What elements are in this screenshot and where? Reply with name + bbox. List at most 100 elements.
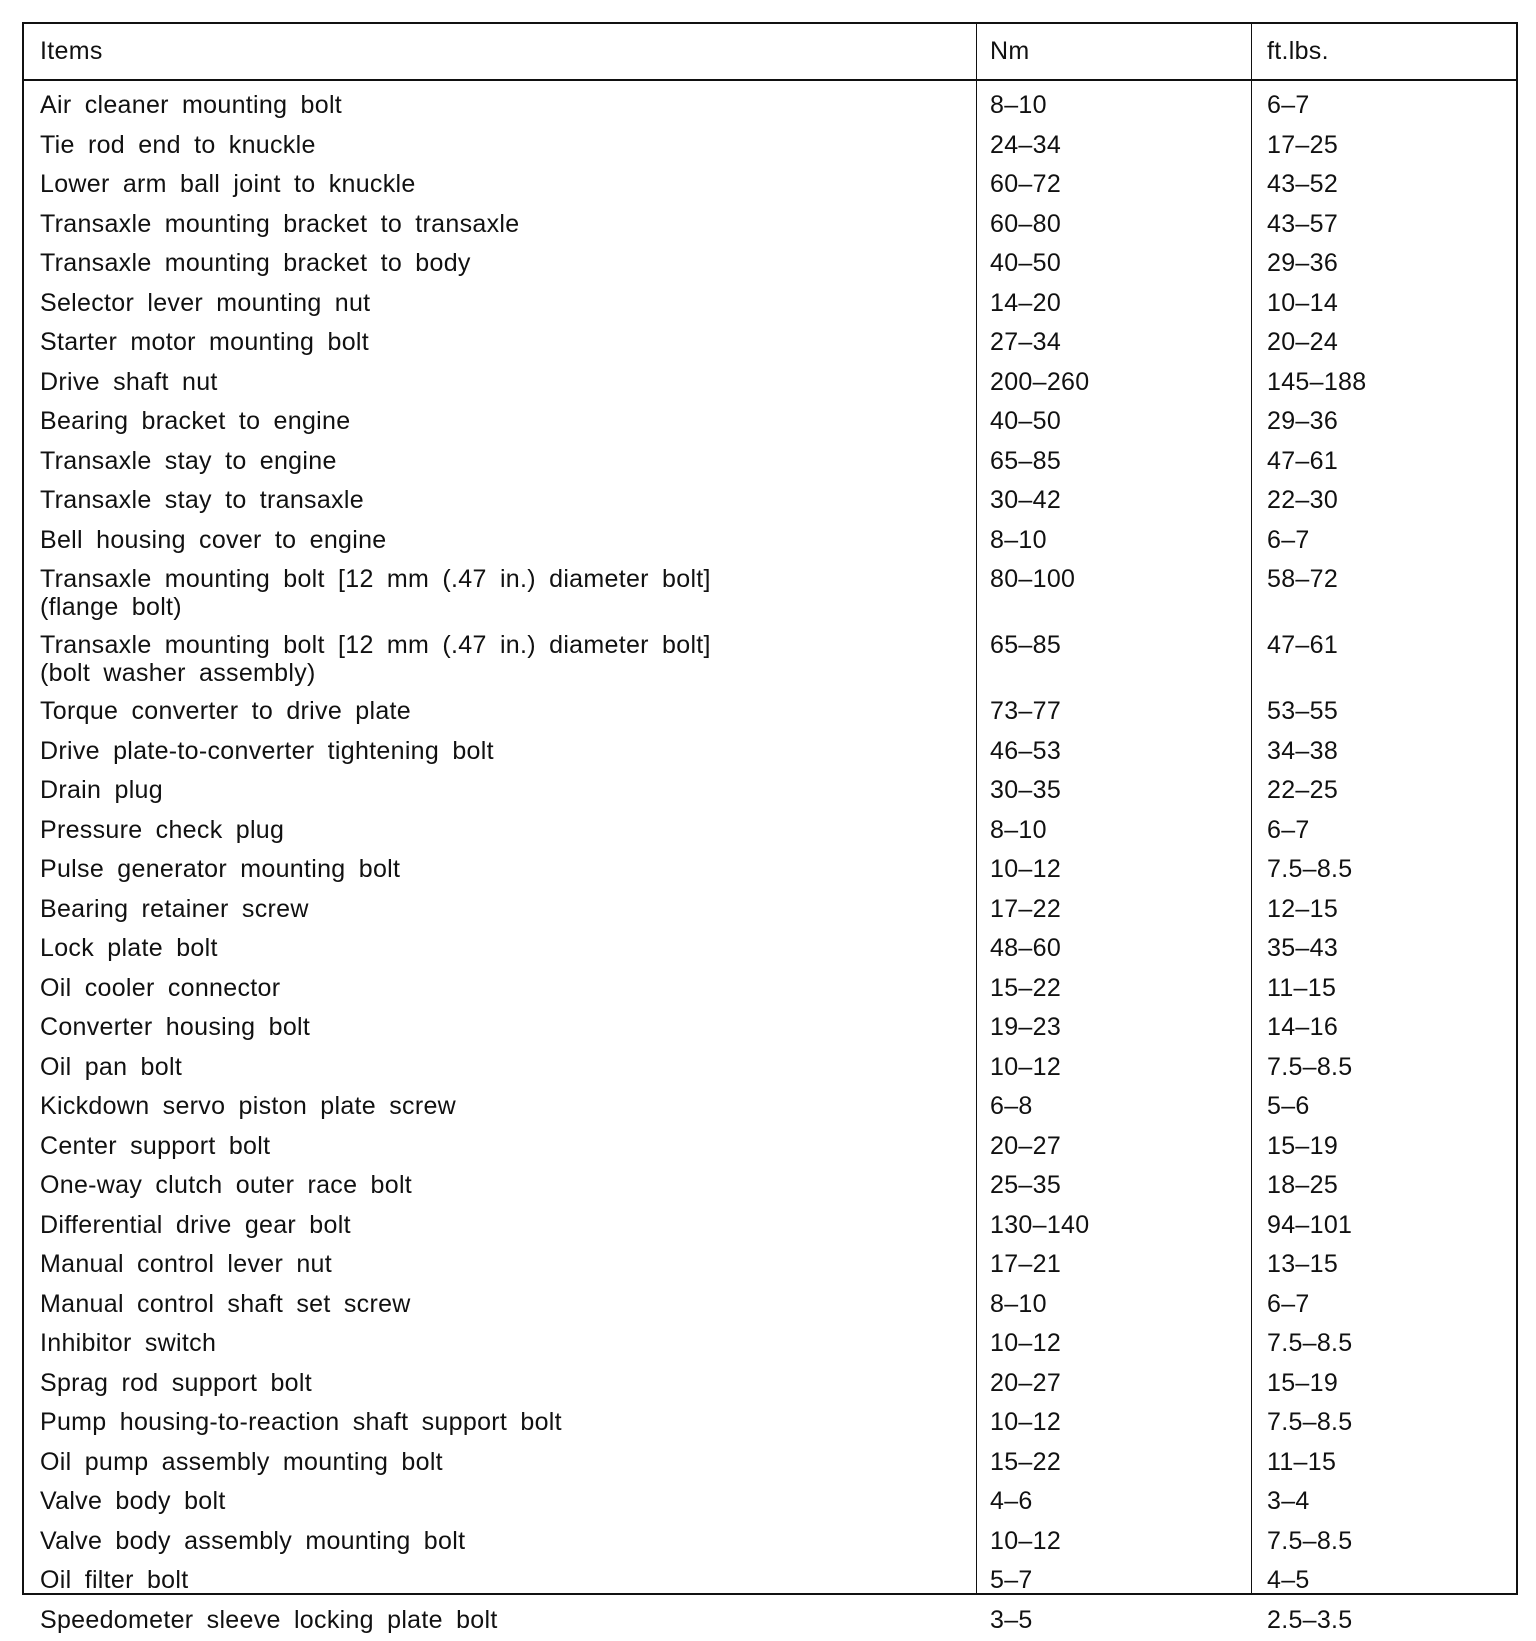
table-row: Oil pump assembly mounting bolt 15–22 11–1… <box>24 1444 1516 1484</box>
ftlbs-cell: 7.5–8.5 <box>1267 1329 1353 1357</box>
item-cell: Oil filter bolt <box>40 1566 188 1594</box>
ftlbs-cell: 5–6 <box>1267 1092 1310 1120</box>
item-cell: Bearing retainer screw <box>40 895 309 923</box>
ftlbs-cell: 43–57 <box>1267 210 1338 238</box>
nm-cell: 17–22 <box>990 895 1061 923</box>
nm-cell: 60–80 <box>990 210 1061 238</box>
nm-cell: 8–10 <box>990 1290 1047 1318</box>
ftlbs-cell: 6–7 <box>1267 1290 1310 1318</box>
nm-cell: 40–50 <box>990 407 1061 435</box>
item-cell: Oil pump assembly mounting bolt <box>40 1448 443 1476</box>
ftlbs-cell: 7.5–8.5 <box>1267 1408 1353 1436</box>
item-cell: Speedometer sleeve locking plate bolt <box>40 1606 498 1634</box>
ftlbs-cell: 22–25 <box>1267 776 1338 804</box>
ftlbs-cell: 13–15 <box>1267 1250 1338 1278</box>
ftlbs-cell: 15–19 <box>1267 1369 1338 1397</box>
item-cell: Lock plate bolt <box>40 934 218 962</box>
ftlbs-cell: 18–25 <box>1267 1171 1338 1199</box>
item-cell: Bearing bracket to engine <box>40 407 350 435</box>
item-cell: Kickdown servo piston plate screw <box>40 1092 456 1120</box>
table-row: Transaxle mounting bolt [12 mm (.47 in.)… <box>24 561 1516 627</box>
item-cell: Transaxle stay to transaxle <box>40 486 364 514</box>
item-cell: Starter motor mounting bolt <box>40 328 369 356</box>
item-cell: Tie rod end to knuckle <box>40 131 316 159</box>
item-cell: Converter housing bolt <box>40 1013 310 1041</box>
nm-cell: 24–34 <box>990 131 1061 159</box>
nm-cell: 10–12 <box>990 1329 1061 1357</box>
table-row: Bell housing cover to engine 8–10 6–7 <box>24 522 1516 562</box>
table-row: Tie rod end to knuckle 24–34 17–25 <box>24 127 1516 167</box>
ftlbs-cell: 3–4 <box>1267 1487 1310 1515</box>
item-cell: One-way clutch outer race bolt <box>40 1171 412 1199</box>
item-cell: Pressure check plug <box>40 816 284 844</box>
nm-cell: 8–10 <box>990 91 1047 119</box>
table-row: Pump housing-to-reaction shaft support b… <box>24 1404 1516 1444</box>
item-cell: Torque converter to drive plate <box>40 697 411 725</box>
nm-cell: 4–6 <box>990 1487 1033 1515</box>
header-ftlbs: ft.lbs. <box>1267 37 1329 66</box>
item-cell: Pump housing-to-reaction shaft support b… <box>40 1408 562 1436</box>
item-cell: Drive plate-to-converter tightening bolt <box>40 737 494 765</box>
nm-cell: 10–12 <box>990 1053 1061 1081</box>
header-nm: Nm <box>990 37 1029 66</box>
ftlbs-cell: 11–15 <box>1267 974 1336 1002</box>
ftlbs-cell: 6–7 <box>1267 816 1310 844</box>
table-row: Speedometer sleeve locking plate bolt 3–5… <box>24 1602 1516 1641</box>
ftlbs-cell: 47–61 <box>1267 447 1338 475</box>
nm-cell: 130–140 <box>990 1211 1089 1239</box>
nm-cell: 5–7 <box>990 1566 1033 1594</box>
nm-cell: 8–10 <box>990 526 1047 554</box>
ftlbs-cell: 43–52 <box>1267 170 1338 198</box>
nm-cell: 65–85 <box>990 447 1061 475</box>
nm-cell: 15–22 <box>990 1448 1061 1476</box>
ftlbs-cell: 11–15 <box>1267 1448 1336 1476</box>
nm-cell: 20–27 <box>990 1132 1061 1160</box>
ftlbs-cell: 6–7 <box>1267 526 1310 554</box>
nm-cell: 6–8 <box>990 1092 1033 1120</box>
ftlbs-cell: 35–43 <box>1267 934 1338 962</box>
item-cell: Differential drive gear bolt <box>40 1211 351 1239</box>
nm-cell: 3–5 <box>990 1606 1033 1634</box>
table-row: Transaxle mounting bolt [12 mm (.47 in.)… <box>24 627 1516 693</box>
nm-cell: 27–34 <box>990 328 1061 356</box>
nm-cell: 30–35 <box>990 776 1061 804</box>
ftlbs-cell: 7.5–8.5 <box>1267 855 1353 883</box>
ftlbs-cell: 17–25 <box>1267 131 1338 159</box>
item-cell: Transaxle stay to engine <box>40 447 337 475</box>
nm-cell: 10–12 <box>990 1527 1061 1555</box>
torque-spec-table: Items Nm ft.lbs. Air cleaner mounting bo… <box>22 22 1518 1595</box>
nm-cell: 73–77 <box>990 697 1061 725</box>
item-cell: Bell housing cover to engine <box>40 526 387 554</box>
ftlbs-cell: 14–16 <box>1267 1013 1338 1041</box>
nm-cell: 60–72 <box>990 170 1061 198</box>
item-cell: Selector lever mounting nut <box>40 289 370 317</box>
ftlbs-cell: 2.5–3.5 <box>1267 1606 1353 1634</box>
item-cell: Oil pan bolt <box>40 1053 182 1081</box>
ftlbs-cell: 47–61 <box>1267 631 1338 659</box>
ftlbs-cell: 145–188 <box>1267 368 1366 396</box>
item-cell: Transaxle mounting bolt [12 mm (.47 in.)… <box>40 631 711 687</box>
item-cell: Pulse generator mounting bolt <box>40 855 400 883</box>
item-cell: Drive shaft nut <box>40 368 218 396</box>
